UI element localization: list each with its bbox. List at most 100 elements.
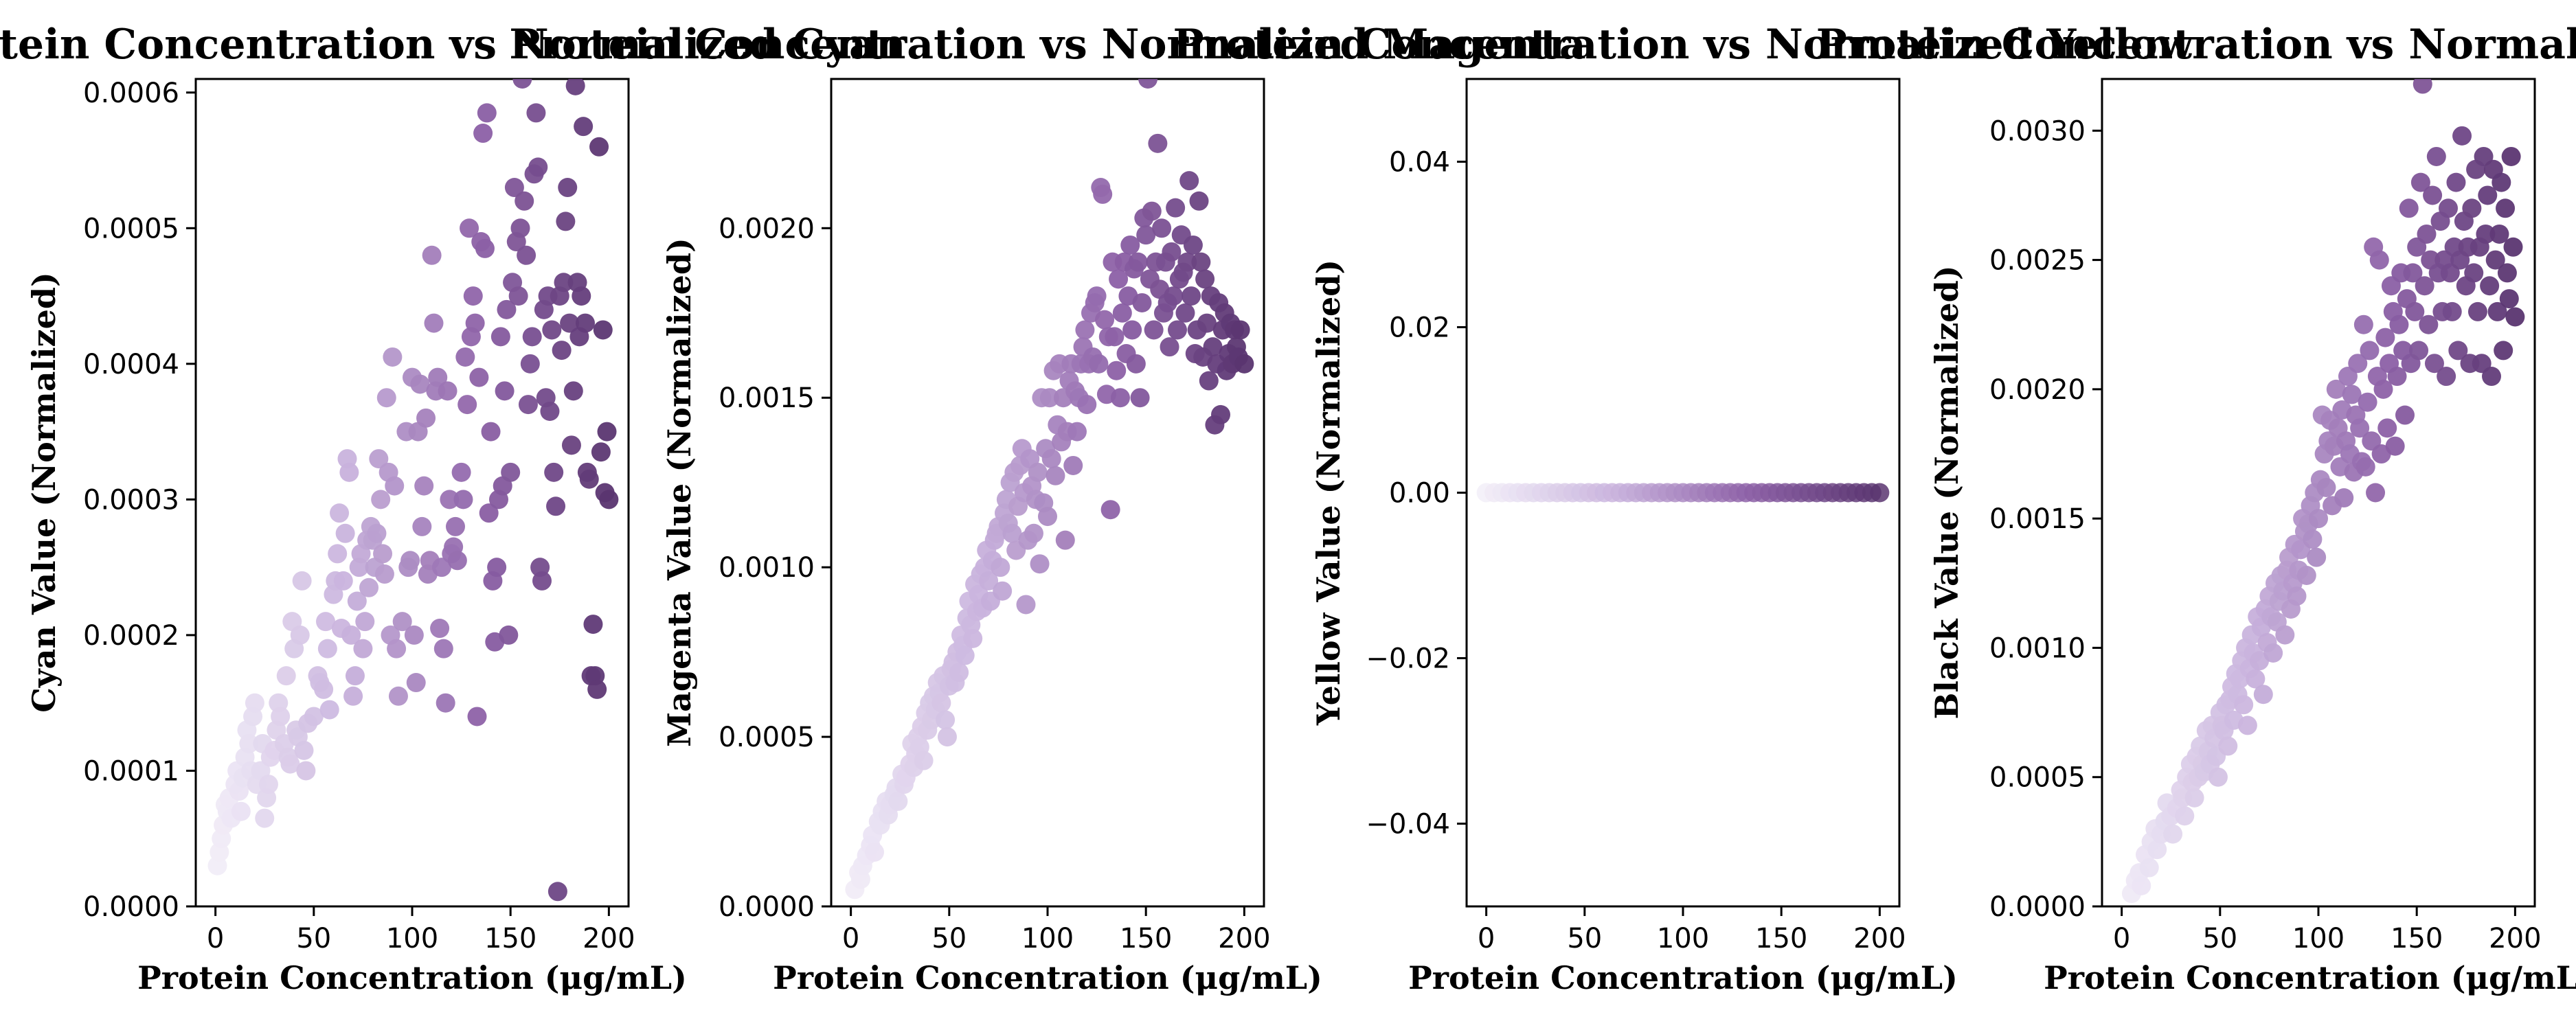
data-point [993,581,1013,601]
data-point [447,551,467,571]
data-point [457,395,477,415]
data-point [1132,293,1152,312]
data-point [1024,523,1043,543]
data-point [2426,146,2446,166]
chart-title: Protein Concentration vs Normalized Cyan [0,21,906,69]
data-point [239,733,259,753]
chart-title: Protein Concentration vs Normalized Yell… [1173,21,2194,69]
x-tick-label: 100 [2292,923,2345,954]
data-point [574,117,594,137]
data-point [1211,404,1230,424]
data-point [937,727,957,747]
data-point [330,503,350,523]
data-point [2366,483,2386,503]
data-point [2413,79,2432,94]
chart-title: Protein Concentration vs Normalized Blac… [1816,21,2576,69]
data-point [1067,422,1087,442]
y-axis-label: Cyan Value (Normalized) [25,272,63,713]
data-point [271,707,291,726]
data-point [433,639,453,659]
data-point [1138,79,1158,89]
data-point [453,490,473,510]
data-point [2467,301,2487,321]
y-tick-label: −0.04 [1366,809,1450,840]
data-point [517,245,536,265]
data-point [2476,224,2496,244]
data-point [1177,252,1197,272]
data-point [1162,242,1182,262]
data-point [593,320,613,340]
scatter-points [207,79,619,902]
data-point [579,469,599,489]
y-tick-label: 0.00 [1389,478,1450,510]
data-point [2348,354,2368,374]
data-point [2497,263,2517,283]
data-point [2424,354,2444,374]
data-point [2369,250,2389,270]
data-point [335,523,355,543]
data-point [481,422,501,442]
y-axis-label: Magenta Value (Normalized) [661,238,698,747]
data-point [406,673,426,693]
y-tick-label: 0.0000 [1989,891,2086,923]
data-point [2309,509,2328,529]
data-point [387,639,407,659]
data-point [296,761,316,781]
x-tick-label: 0 [207,923,224,954]
x-axis-label: Protein Concentration (μg/mL) [773,959,1322,996]
data-point [589,137,609,157]
data-point [2387,367,2407,387]
data-point [2350,418,2370,438]
y-tick-label: 0.0015 [1989,503,2086,535]
data-point [572,286,591,306]
data-point [2132,876,2151,895]
data-point [314,679,334,699]
data-point [2316,477,2336,497]
data-point [949,663,969,683]
data-point [374,564,394,584]
data-point [2147,840,2167,860]
data-point [2503,237,2523,257]
data-point [2208,767,2228,787]
data-point [385,476,405,496]
data-point [428,367,448,387]
scatter-points [2121,79,2525,904]
data-point [1152,218,1172,238]
data-point [343,686,363,706]
data-point [430,619,450,639]
data-point [440,490,460,510]
data-point [404,625,424,645]
data-point [2423,185,2443,205]
data-point [888,791,908,811]
data-point [2353,314,2373,334]
data-point [914,751,934,770]
data-point [556,211,576,231]
data-point [1046,466,1065,485]
data-point [2464,263,2484,283]
chart-title: Protein Concentration vs Normalized Mage… [509,21,1586,69]
y-tick-label: 0.0010 [1989,632,2086,664]
data-point [991,558,1010,577]
scatter-points [845,79,1254,900]
data-point [526,103,546,123]
data-point [294,740,314,760]
data-point [2234,695,2254,715]
data-point [1120,235,1140,255]
data-point [542,320,562,340]
data-point [931,693,951,713]
data-point [424,313,444,333]
data-point [345,666,365,686]
data-point [367,523,387,543]
data-point [2480,276,2500,296]
data-point [328,544,348,564]
data-point [339,462,359,482]
data-point [599,490,619,510]
data-point [431,558,451,577]
data-point [1168,320,1187,340]
data-point [1041,449,1061,469]
axis-ticks: 0 50 100 150 200 0.0000 0.0001 0.0002 0.0003 0.00… [83,78,635,954]
data-point [1100,500,1120,520]
y-tick-label: 0.0005 [1989,762,2086,794]
data-point [1109,269,1129,289]
y-tick-label: 0.0000 [719,891,815,923]
